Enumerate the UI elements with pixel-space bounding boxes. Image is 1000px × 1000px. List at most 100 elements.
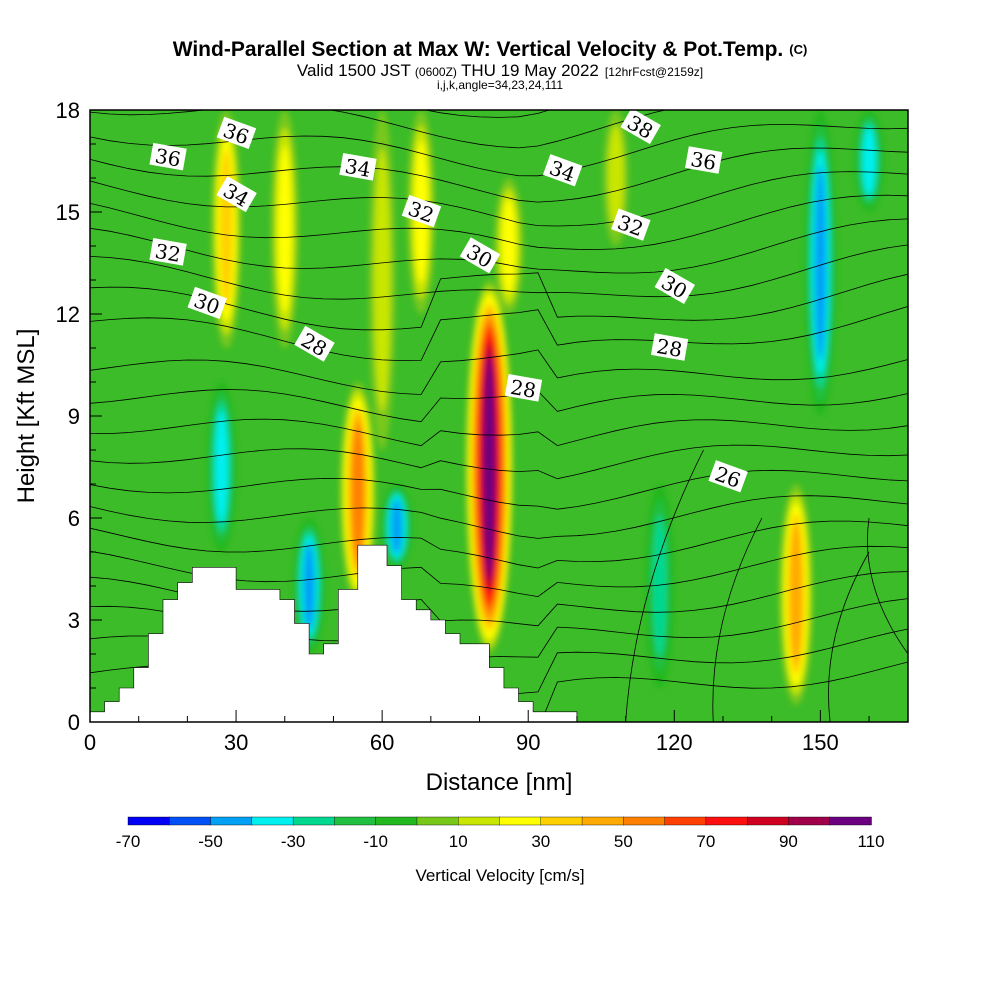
- theta-contour-line: [90, 418, 908, 447]
- velocity-cell: [814, 165, 827, 361]
- y-tick-label: 3: [68, 608, 80, 633]
- contour-label-text: 36: [153, 144, 182, 172]
- velocity-cell: [352, 423, 364, 562]
- chart-title-main: Wind-Parallel Section at Max W: Vertical…: [173, 38, 784, 61]
- velocity-cell: [790, 523, 802, 666]
- contour-label: 26: [708, 460, 748, 493]
- theta-contour-line: [712, 517, 763, 722]
- contour-label-box: [620, 110, 661, 145]
- theta-contour-line: [867, 517, 908, 655]
- y-axis: 0 3 6 9 12 15 18: [56, 98, 102, 735]
- contour-label: 34: [339, 153, 377, 182]
- contour-label-box: [401, 194, 442, 228]
- contour-label: 28: [650, 333, 689, 362]
- theta-contour-line: [90, 244, 908, 300]
- contour-label-box: [650, 333, 689, 361]
- colorbar-tick-label: 50: [614, 832, 633, 851]
- forecast-info: [12hrFcst@2159z]: [605, 65, 703, 79]
- colorbar-label: Vertical Velocity [cm/s]: [415, 866, 584, 885]
- colorbar-segment: [829, 816, 872, 826]
- contour-label-box: [216, 176, 257, 213]
- y-tick-label: 9: [68, 404, 80, 429]
- colorbar-segment: [540, 816, 583, 826]
- colorbar-segment: [375, 816, 418, 826]
- velocity-cell: [278, 145, 292, 313]
- chart-title: Wind-Parallel Section at Max W: Vertical…: [173, 38, 808, 61]
- colorbar-tick-label: 110: [857, 832, 884, 851]
- x-tick-label: 150: [802, 730, 839, 755]
- x-tick-label: 30: [224, 730, 248, 755]
- theta-contour-line: [90, 349, 908, 395]
- colorbar-segment: [169, 816, 212, 826]
- colorbar-tick-label: 90: [779, 832, 798, 851]
- contour-label-box: [339, 153, 377, 181]
- contour-label-box: [216, 116, 257, 150]
- colorbar-segment: [127, 816, 170, 826]
- contour-label-text: 36: [689, 147, 718, 175]
- contour-label-box: [654, 267, 696, 304]
- contour-label-box: [708, 460, 748, 493]
- y-tick-label: 6: [68, 506, 80, 531]
- colorbar: -70 -50 -30 -10 10 30 50 70 90 110: [116, 816, 885, 851]
- terrain: [90, 544, 908, 722]
- colorbar-segment: [788, 816, 831, 826]
- contour-label: 36: [149, 142, 187, 172]
- colorbar-segment: [251, 816, 294, 826]
- colorbar-tick-label: -30: [281, 832, 306, 851]
- theta-contour-line: [625, 449, 704, 722]
- contour-label-box: [149, 142, 187, 171]
- colorbar-segment: [210, 816, 253, 826]
- contour-label-box: [685, 146, 723, 174]
- theta-contour-line: [90, 520, 908, 569]
- contour-label-text: 32: [153, 239, 182, 267]
- colorbar-segment: [664, 816, 707, 826]
- contour-label: 28: [504, 374, 543, 403]
- velocity-cell: [607, 125, 624, 231]
- colorbar-tick-label: 10: [449, 832, 468, 851]
- contour-label-box: [611, 208, 651, 241]
- colorbar-segment: [746, 816, 790, 826]
- velocity-cell: [373, 148, 391, 412]
- theta-contour-line: [90, 110, 668, 149]
- y-tick-label: 15: [56, 200, 80, 225]
- velocity-cell: [501, 198, 516, 294]
- y-tick-label: 18: [56, 98, 80, 123]
- contour-label-text: 28: [509, 375, 538, 403]
- theta-contour-line: [90, 272, 908, 331]
- colorbar-tick-label: 70: [696, 832, 715, 851]
- colorbar-tick-label: -70: [116, 832, 141, 851]
- velocity-cell: [484, 356, 495, 578]
- theta-contour-line: [423, 110, 551, 118]
- colorbar-segment: [581, 816, 625, 826]
- valid-utc: (0600Z): [415, 65, 457, 79]
- colorbar-segment: [416, 816, 459, 826]
- velocity-cell: [303, 542, 315, 630]
- contour-label-box: [187, 286, 227, 320]
- x-axis-label: Distance [nm]: [426, 769, 573, 796]
- colorbar-tick-label: -50: [198, 832, 223, 851]
- chart-title-tag: (C): [789, 42, 807, 57]
- theta-contour-line: [90, 444, 908, 480]
- valid-date: THU 19 May 2022: [461, 61, 599, 80]
- x-tick-label: 0: [84, 730, 96, 755]
- velocity-cell: [220, 150, 233, 308]
- theta-contour-line: [90, 147, 908, 203]
- theta-contour-line: [90, 124, 908, 177]
- contour-label-box: [294, 325, 335, 362]
- contour-label-box: [542, 154, 583, 187]
- y-axis-label: Height [Kft MSL]: [13, 329, 40, 504]
- contour-label-box: [504, 374, 543, 402]
- contour-label: 32: [149, 238, 187, 267]
- velocity-cell: [652, 514, 667, 658]
- velocity-cell: [215, 410, 228, 524]
- x-tick-label: 120: [656, 730, 693, 755]
- y-tick-label: 12: [56, 302, 80, 327]
- theta-contour-line: [90, 306, 908, 362]
- contour-label-text: 34: [343, 154, 372, 182]
- theta-contour-line: [90, 495, 908, 539]
- theta-contour-line: [90, 469, 908, 510]
- colorbar-segment: [623, 816, 666, 826]
- theta-contour-line: [828, 551, 870, 722]
